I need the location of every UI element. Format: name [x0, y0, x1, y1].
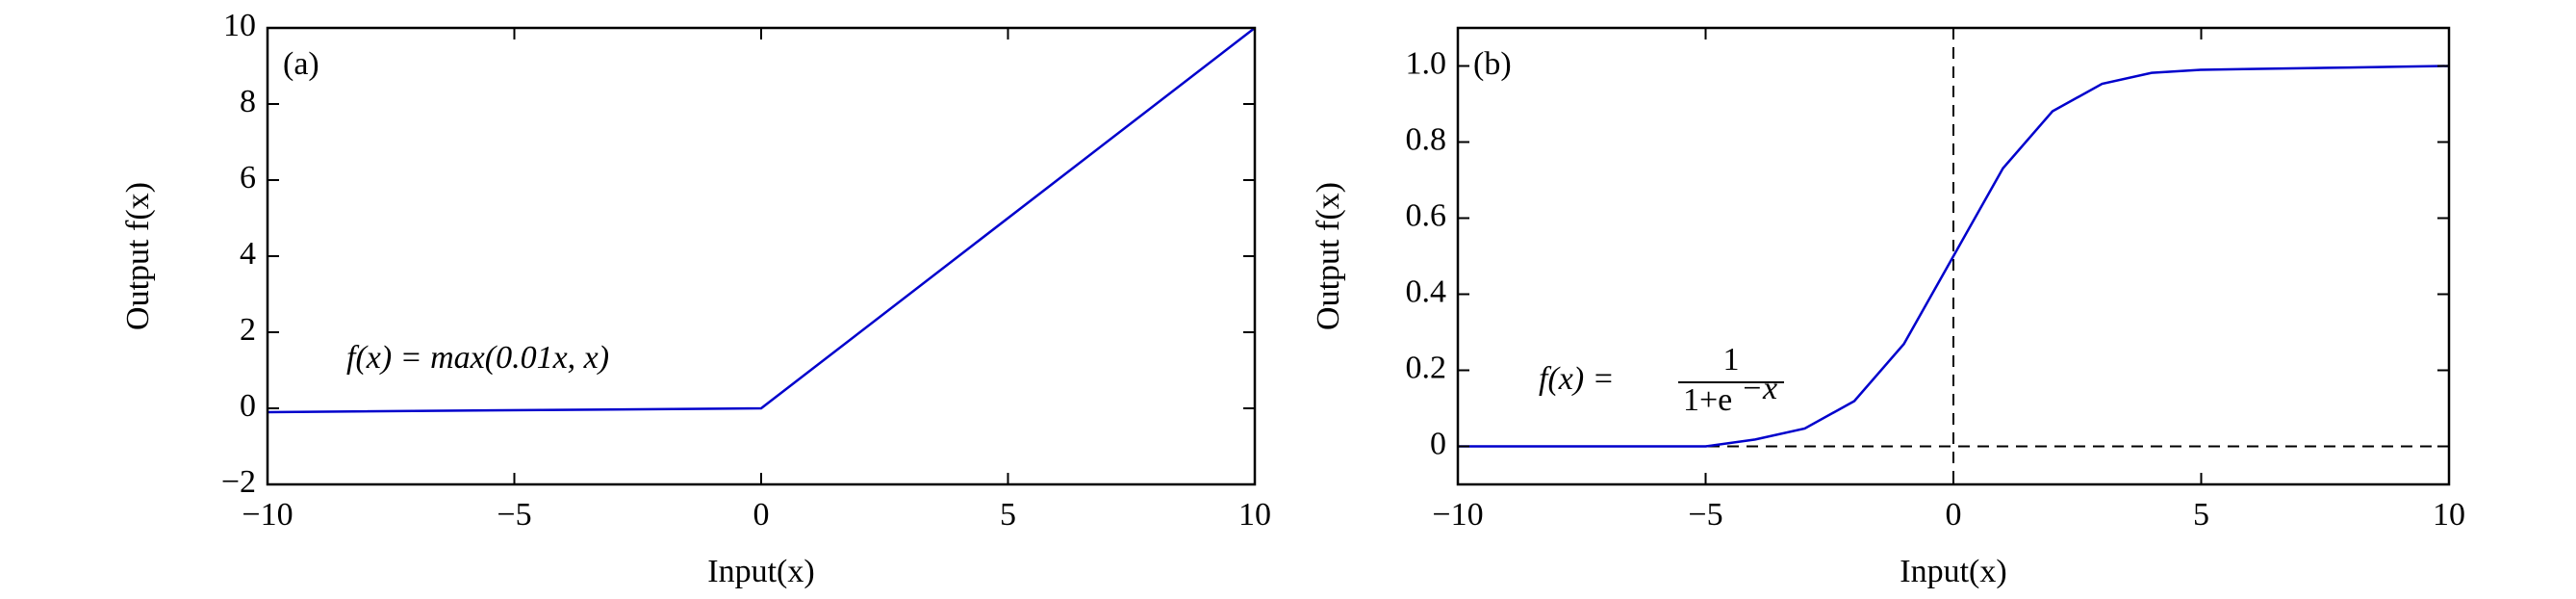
x-tick-label: 5 [2193, 497, 2209, 533]
y-tick-label: 0.8 [1406, 121, 1447, 157]
x-tick-label: 0 [1946, 497, 1962, 533]
x-tick-label: 5 [1000, 497, 1016, 533]
y-tick-label: 0 [1430, 426, 1446, 461]
y-tick-label: 0.6 [1406, 197, 1447, 233]
panel: −10 −5 0 5 10 −2 0 2 4 6 8 10 Input(x) Output f(x) (a)… [120, 8, 1271, 589]
annotation: f(x) = max(0.01x, x) [346, 340, 609, 376]
y-tick-label: 0.4 [1406, 273, 1447, 309]
y-axis-label: Output f(x) [1311, 182, 1346, 330]
panel: −10 −5 0 5 10 0 0.2 0.4 0.6 0.8 1.0 Input(x) Output … [1311, 26, 2465, 589]
panel-label: (b) [1473, 46, 1512, 82]
x-tick-label: 10 [2433, 497, 2465, 533]
annotation-exponent: −x [1741, 371, 1777, 406]
y-tick-label: 2 [240, 312, 256, 348]
x-axis-label: Input(x) [707, 554, 814, 589]
annotation-denominator: 1+e [1683, 382, 1732, 418]
y-tick-label: 0.2 [1406, 350, 1447, 385]
y-tick-label: 4 [240, 236, 256, 272]
y-tick-label: 0 [240, 388, 256, 424]
y-axis-label: Output f(x) [120, 182, 156, 330]
line-series [1458, 65, 2450, 448]
y-tick-label: 10 [223, 8, 256, 43]
x-tick-label: −10 [242, 497, 293, 533]
panel-label: (a) [283, 46, 319, 82]
x-tick-label: 0 [753, 497, 770, 533]
line-series [267, 27, 1256, 414]
x-tick-label: −5 [1688, 497, 1722, 533]
y-tick-label: 1.0 [1406, 45, 1447, 81]
plot-frame [266, 26, 1257, 486]
y-tick-label: −2 [221, 464, 256, 500]
y-tick-label: 6 [240, 160, 256, 195]
x-tick-label: 10 [1238, 497, 1271, 533]
annotation-numerator: 1 [1723, 342, 1740, 378]
x-tick-label: −10 [1432, 497, 1483, 533]
y-tick-label: 8 [240, 84, 256, 119]
annotation: f(x) = [1539, 361, 1615, 397]
x-tick-label: −5 [497, 497, 531, 533]
x-axis-label: Input(x) [1900, 554, 2006, 589]
